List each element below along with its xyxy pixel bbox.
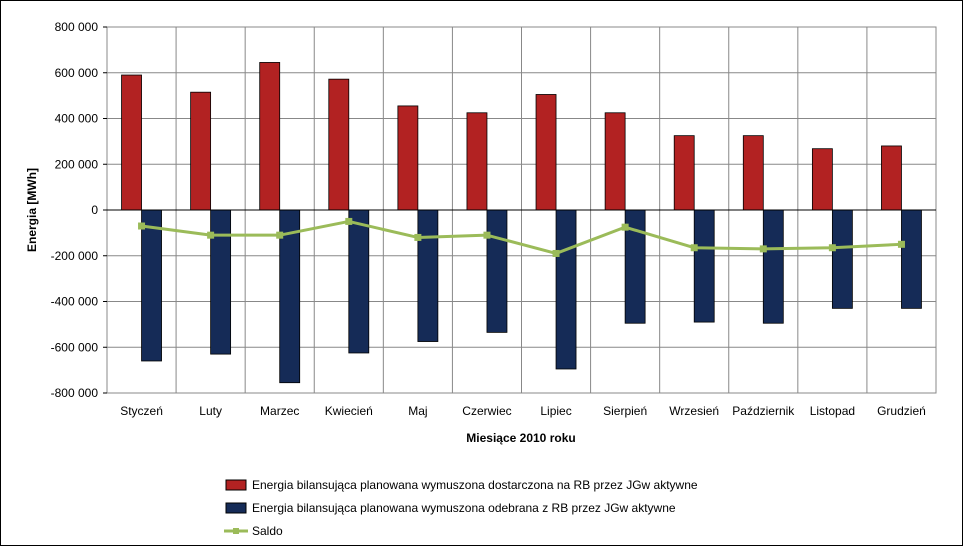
legend-label-saldo: Saldo (252, 524, 283, 538)
bar-supplied (397, 105, 419, 211)
saldo-point (552, 249, 560, 257)
legend-swatch-supplied (225, 479, 247, 491)
saldo-point (759, 245, 767, 253)
x-axis-ticks: Styczeń Luty Marzec Kwiecień Maj Czerwiec Lipi… (120, 404, 926, 418)
x-tick-label: Luty (199, 404, 222, 418)
x-tick-label: Wrzesień (669, 404, 719, 418)
bar-supplied (604, 112, 626, 211)
y-tick-label: 800 000 (55, 20, 99, 34)
bar-supplied (535, 94, 557, 211)
bar-received (555, 209, 577, 370)
y-tick-label: 600 000 (55, 66, 99, 80)
saldo-point (207, 231, 215, 239)
bar-received (762, 209, 784, 324)
bar-supplied (673, 135, 695, 211)
bar-supplied (811, 148, 833, 211)
x-tick-label: Listopad (810, 404, 855, 418)
y-tick-label: -200 000 (51, 249, 99, 263)
legend-item-saldo: Saldo (224, 524, 283, 538)
y-tick-label: -800 000 (51, 386, 99, 400)
bar-received (486, 209, 508, 333)
bar-supplied (121, 74, 142, 211)
y-tick-label: 0 (91, 203, 98, 217)
bar-supplied (190, 91, 212, 211)
bar-received (901, 209, 922, 309)
legend-label-supplied: Energia bilansująca planowana wymuszona … (252, 478, 698, 492)
saldo-point (690, 244, 698, 252)
legend: Energia bilansująca planowana wymuszona … (224, 478, 698, 538)
legend-marker-saldo (233, 528, 239, 534)
bar-received (417, 209, 439, 342)
saldo-point (138, 222, 146, 230)
legend-swatch-received (225, 502, 247, 514)
x-tick-label: Styczeń (120, 404, 163, 418)
y-axis-title: Energia [MWh] (25, 168, 39, 252)
bar-supplied (742, 135, 764, 211)
saldo-point (897, 240, 905, 248)
x-tick-label: Lipiec (540, 404, 571, 418)
saldo-line (138, 217, 905, 257)
legend-item-received: Energia bilansująca planowana wymuszona … (225, 501, 676, 515)
bars (121, 62, 922, 384)
bar-supplied (259, 62, 281, 211)
bar-supplied (466, 112, 488, 211)
y-tick-label: -400 000 (51, 295, 99, 309)
x-tick-label: Kwiecień (325, 404, 373, 418)
saldo-point (483, 231, 491, 239)
bar-supplied (881, 145, 902, 211)
y-tick-label: -600 000 (51, 340, 99, 354)
bar-received (693, 209, 715, 323)
saldo-point (414, 233, 422, 241)
bar-received (141, 209, 162, 362)
legend-item-supplied: Energia bilansująca planowana wymuszona … (225, 478, 698, 492)
y-axis-ticks: 800 000 600 000 400 000 200 000 0 -200 000 -40… (51, 20, 107, 400)
x-tick-label: Grudzień (877, 404, 926, 418)
x-tick-label: Marzec (260, 404, 299, 418)
saldo-series-line (141, 219, 902, 255)
x-tick-label: Maj (408, 404, 427, 418)
saldo-point (828, 244, 836, 252)
x-tick-label: Sierpień (603, 404, 647, 418)
bar-received (210, 209, 232, 355)
saldo-point (345, 217, 353, 225)
bar-received (831, 209, 853, 309)
x-tick-label: Październik (732, 404, 795, 418)
x-tick-label: Czerwiec (462, 404, 511, 418)
saldo-point (621, 223, 629, 231)
y-tick-label: 400 000 (55, 112, 99, 126)
bar-received (348, 209, 370, 354)
x-axis-title: Miesiące 2010 roku (466, 431, 575, 445)
bar-supplied (328, 78, 350, 211)
y-tick-label: 200 000 (55, 157, 99, 171)
saldo-point (276, 231, 284, 239)
legend-label-received: Energia bilansująca planowana wymuszona … (252, 501, 676, 515)
